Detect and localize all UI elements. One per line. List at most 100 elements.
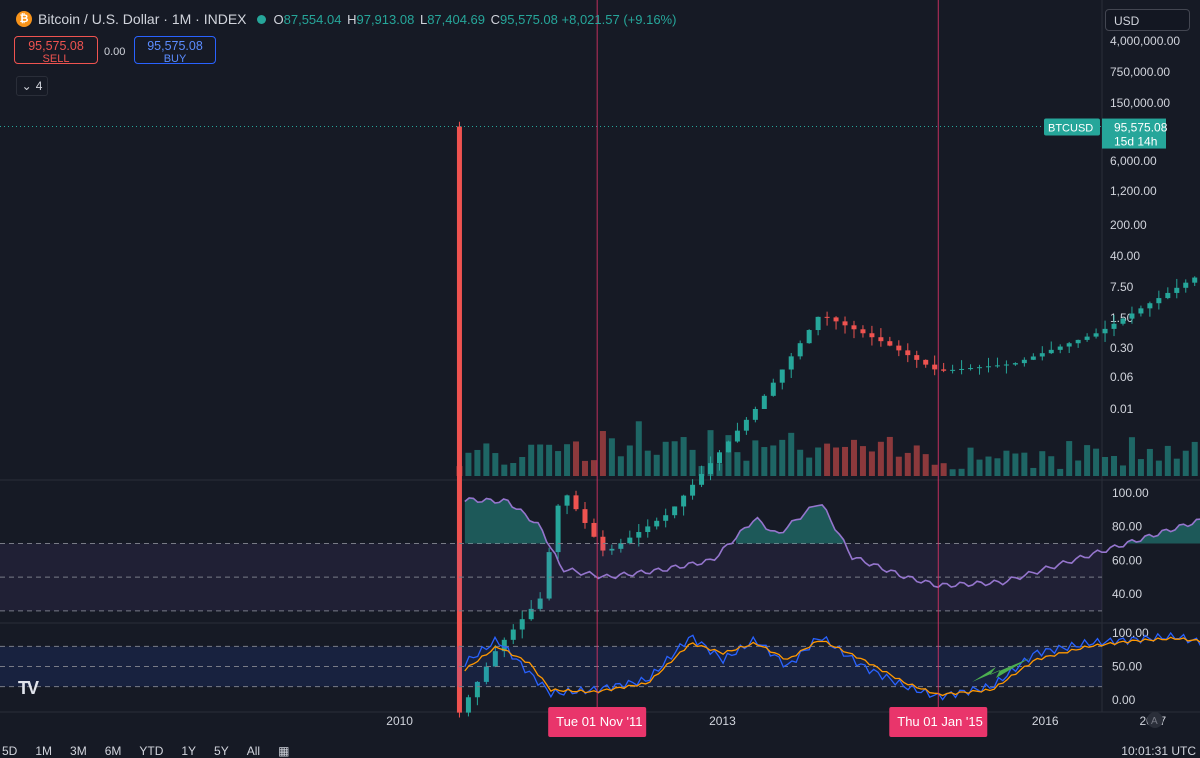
candle (582, 509, 588, 523)
candle (618, 543, 624, 549)
volume-bar (779, 439, 786, 476)
candle (994, 365, 1000, 367)
sell-button[interactable]: 95,575.08 SELL (14, 36, 98, 65)
volume-bar (922, 454, 929, 476)
cycle-marker-label-bg (889, 707, 988, 737)
candle (860, 329, 866, 334)
candle (663, 515, 669, 521)
timeframe-1y[interactable]: 1Y (181, 744, 197, 758)
candle (878, 337, 884, 342)
volume-bar (546, 444, 553, 476)
timeframe-5y[interactable]: 5Y (214, 744, 229, 758)
candle (977, 367, 983, 369)
timeframe-6m[interactable]: 6M (104, 744, 122, 758)
candle (1048, 349, 1054, 354)
volume-bar (761, 447, 768, 476)
timeframe-3m[interactable]: 3M (70, 744, 87, 758)
volume-bar (456, 466, 463, 476)
volume-bar (1021, 452, 1028, 476)
volume-bar (725, 435, 732, 476)
volume-bar (680, 437, 687, 476)
calendar-icon[interactable]: ▦ (278, 744, 290, 758)
candle (1003, 364, 1009, 366)
price-tick-label: 7.50 (1110, 280, 1134, 294)
candle (609, 548, 615, 551)
currency-select[interactable]: USD (1105, 9, 1190, 31)
volume-bar (770, 445, 777, 476)
price-tag (1102, 118, 1166, 149)
candle (761, 395, 767, 409)
volume-bar (599, 431, 606, 476)
candle (869, 333, 875, 338)
time-tick-label: 2016 (1032, 714, 1059, 728)
volume-bar (501, 464, 508, 476)
timeframe-5d[interactable]: 5D (2, 744, 18, 758)
volume-bar (590, 460, 597, 476)
timeframe-1m[interactable]: 1M (35, 744, 53, 758)
price-tick-label: 40.00 (1110, 249, 1140, 263)
volume-bar (913, 445, 920, 476)
candle (923, 359, 929, 365)
price-tick-label: 6,000.00 (1110, 154, 1157, 168)
volume-bar (1102, 457, 1109, 476)
volume-bar (994, 458, 1001, 476)
volume-bar (877, 441, 884, 476)
candle (842, 321, 848, 326)
timeframe-all[interactable]: All (246, 744, 261, 758)
volume-bar (842, 446, 849, 476)
candle (555, 505, 561, 553)
tradingview-logo: TV (18, 678, 39, 698)
volume-bar (1128, 437, 1135, 476)
volume-bar (1048, 456, 1055, 476)
volume-bar (1173, 458, 1180, 476)
candle (492, 651, 498, 667)
volume-bar (940, 463, 947, 476)
price-tick-label: 0.30 (1110, 341, 1134, 355)
auto-scale-label: A (1151, 716, 1158, 727)
volume-bar (492, 453, 499, 476)
candle (1120, 318, 1126, 324)
candle (1012, 363, 1018, 365)
volume-bar (1066, 441, 1073, 476)
buy-button[interactable]: 95,575.08 BUY (134, 36, 216, 65)
market-status-icon (256, 14, 266, 24)
symbol-title[interactable]: Bitcoin / U.S. Dollar · 1M · INDEX (38, 11, 247, 27)
rsi-overbought-fill (464, 498, 547, 544)
candle (1165, 292, 1171, 299)
candle (645, 526, 651, 533)
rsi-line (464, 497, 1200, 589)
timeframe-ytd[interactable]: YTD (139, 744, 164, 758)
bitcoin-icon: ₿ (16, 11, 32, 27)
volume-bar (581, 460, 588, 476)
volume-bar (985, 456, 992, 476)
volume-bar (528, 444, 535, 476)
volume-bar (537, 444, 544, 476)
price-tick-label: 200.00 (1110, 218, 1147, 232)
candle (1093, 333, 1099, 337)
candle (1102, 328, 1108, 334)
volume-bar (734, 452, 741, 476)
candle (510, 629, 516, 640)
candle (564, 495, 570, 506)
candle (627, 537, 633, 544)
candle (743, 419, 749, 431)
candle (1111, 323, 1117, 329)
stoch-tick-label: 100.00 (1112, 626, 1149, 640)
volume-bar (1119, 465, 1126, 476)
candle (959, 368, 965, 370)
stoch-d-line (464, 636, 1200, 697)
stoch-tick-label: 0.00 (1112, 693, 1136, 707)
volume-bar (707, 430, 714, 476)
candle (1084, 336, 1090, 340)
volume-bar (1084, 445, 1091, 476)
candle (941, 369, 947, 371)
clock: 10:01:31 UTC (1121, 744, 1196, 758)
volume-bar (653, 454, 660, 476)
volume-bar (1111, 455, 1118, 476)
candle (636, 532, 642, 538)
indicator-toggle-button[interactable]: ⌄ 4 (16, 76, 48, 96)
timeframe-bar: 5D 1M 3M 6M YTD 1Y 5Y All ▦ (0, 744, 291, 758)
volume-bar (1146, 448, 1153, 476)
candle (573, 495, 579, 510)
